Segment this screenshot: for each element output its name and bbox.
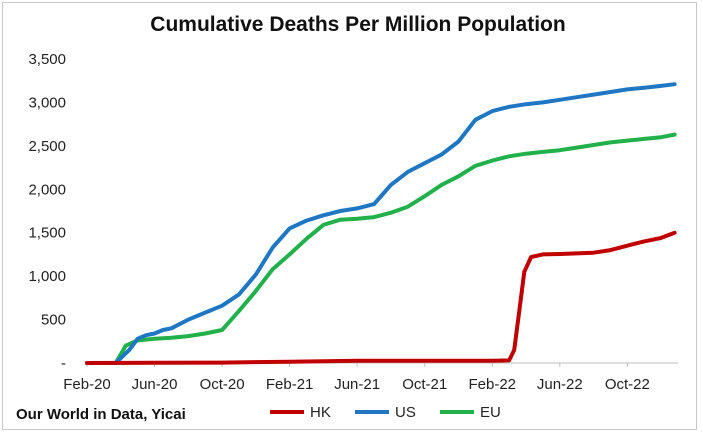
x-tick-label: Jun-20 <box>132 376 178 393</box>
y-tick-label: 3,500 <box>28 51 66 68</box>
y-tick-label: 2,500 <box>28 138 66 155</box>
y-tick-label: 3,000 <box>28 94 66 111</box>
legend-label-us: US <box>395 404 416 421</box>
series-line-hk <box>85 230 677 365</box>
x-tick-label: Feb-22 <box>468 376 516 393</box>
x-axis: Feb-20 Jun-20 Oct-20 Feb-21 Jun-21 Oct-21 Feb-… <box>63 363 650 393</box>
legend-label-eu: EU <box>480 404 501 421</box>
y-tick-label: 500 <box>41 312 66 329</box>
x-tick-label: Oct-22 <box>605 376 650 393</box>
y-tick-label: 2,000 <box>28 181 66 198</box>
x-tick-label: Jun-22 <box>537 376 583 393</box>
chart-title: Cumulative Deaths Per Million Population <box>150 13 565 36</box>
y-tick-label: - <box>61 355 66 372</box>
legend: HK US EU <box>270 404 501 421</box>
y-axis: - 500 1,000 1,500 2,000 2,500 3,000 3,500 <box>28 51 66 372</box>
x-tick-label: Oct-20 <box>200 376 245 393</box>
x-tick-label: Jun-21 <box>334 376 380 393</box>
y-tick-label: 1,000 <box>28 268 66 285</box>
x-tick-label: Feb-20 <box>63 376 111 393</box>
series-line-us <box>85 82 677 365</box>
x-tick-label: Feb-21 <box>266 376 314 393</box>
source-note: Our World in Data, Yicai <box>16 406 186 423</box>
series-lines <box>85 82 677 365</box>
series-line-eu <box>85 132 677 365</box>
y-tick-label: 1,500 <box>28 225 66 242</box>
x-tick-label: Oct-21 <box>402 376 447 393</box>
legend-label-hk: HK <box>310 404 331 421</box>
